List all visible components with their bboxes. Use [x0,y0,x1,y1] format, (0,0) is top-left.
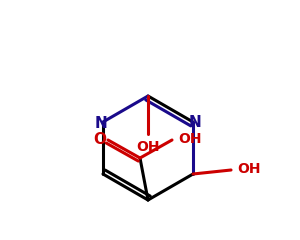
Text: OH: OH [237,162,261,176]
Text: OH: OH [178,132,202,146]
Text: N: N [189,115,201,131]
Text: N: N [94,115,107,131]
Text: OH: OH [136,140,160,154]
Text: O: O [94,132,106,146]
